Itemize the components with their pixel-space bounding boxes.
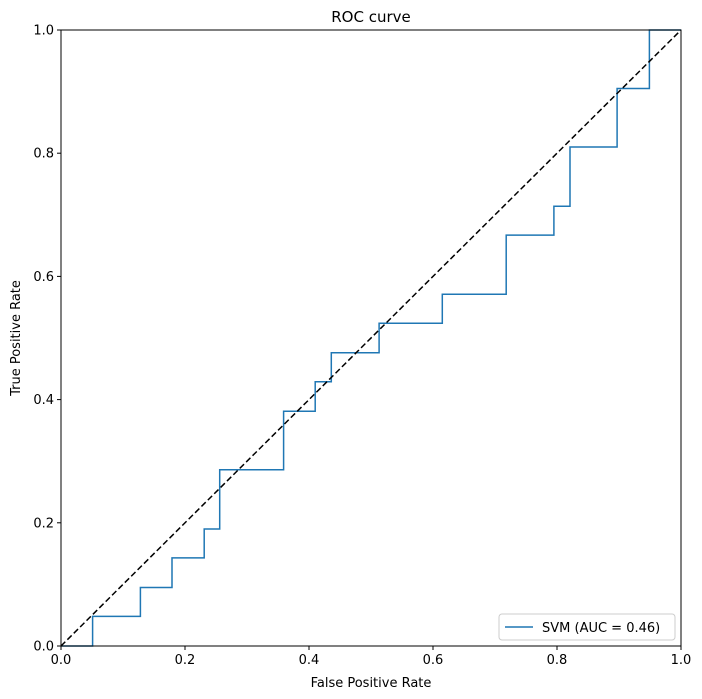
plot-frame [60, 29, 682, 647]
y-axis: 0.0 0.2 0.4 0.6 0.8 1.0 [33, 24, 61, 655]
x-tick-label: 0.4 [299, 653, 320, 668]
y-tick-label: 0.6 [33, 270, 54, 285]
chart-title: ROC curve [331, 8, 411, 26]
legend: SVM (AUC = 0.46) [498, 613, 676, 641]
chance-line [60, 29, 682, 647]
x-tick-label: 1.0 [671, 653, 692, 668]
x-tick-label: 0.6 [423, 653, 444, 668]
y-tick-label: 0.0 [33, 640, 54, 655]
y-tick-label: 1.0 [33, 24, 54, 39]
legend-label-svm: SVM (AUC = 0.46) [542, 621, 660, 636]
x-tick-label: 0.0 [51, 653, 72, 668]
roc-curve-line [61, 29, 681, 647]
x-axis-label: False Positive Rate [311, 676, 432, 691]
x-tick-label: 0.2 [175, 653, 196, 668]
y-tick-label: 0.4 [33, 393, 54, 408]
x-tick-label: 0.8 [547, 653, 568, 668]
legend-box [498, 613, 676, 641]
y-tick-label: 0.8 [33, 147, 54, 162]
y-axis-label: True Positive Rate [9, 280, 24, 397]
x-axis: 0.0 0.2 0.4 0.6 0.8 1.0 [51, 646, 692, 668]
plot-area [60, 29, 682, 647]
y-tick-label: 0.2 [33, 516, 54, 531]
